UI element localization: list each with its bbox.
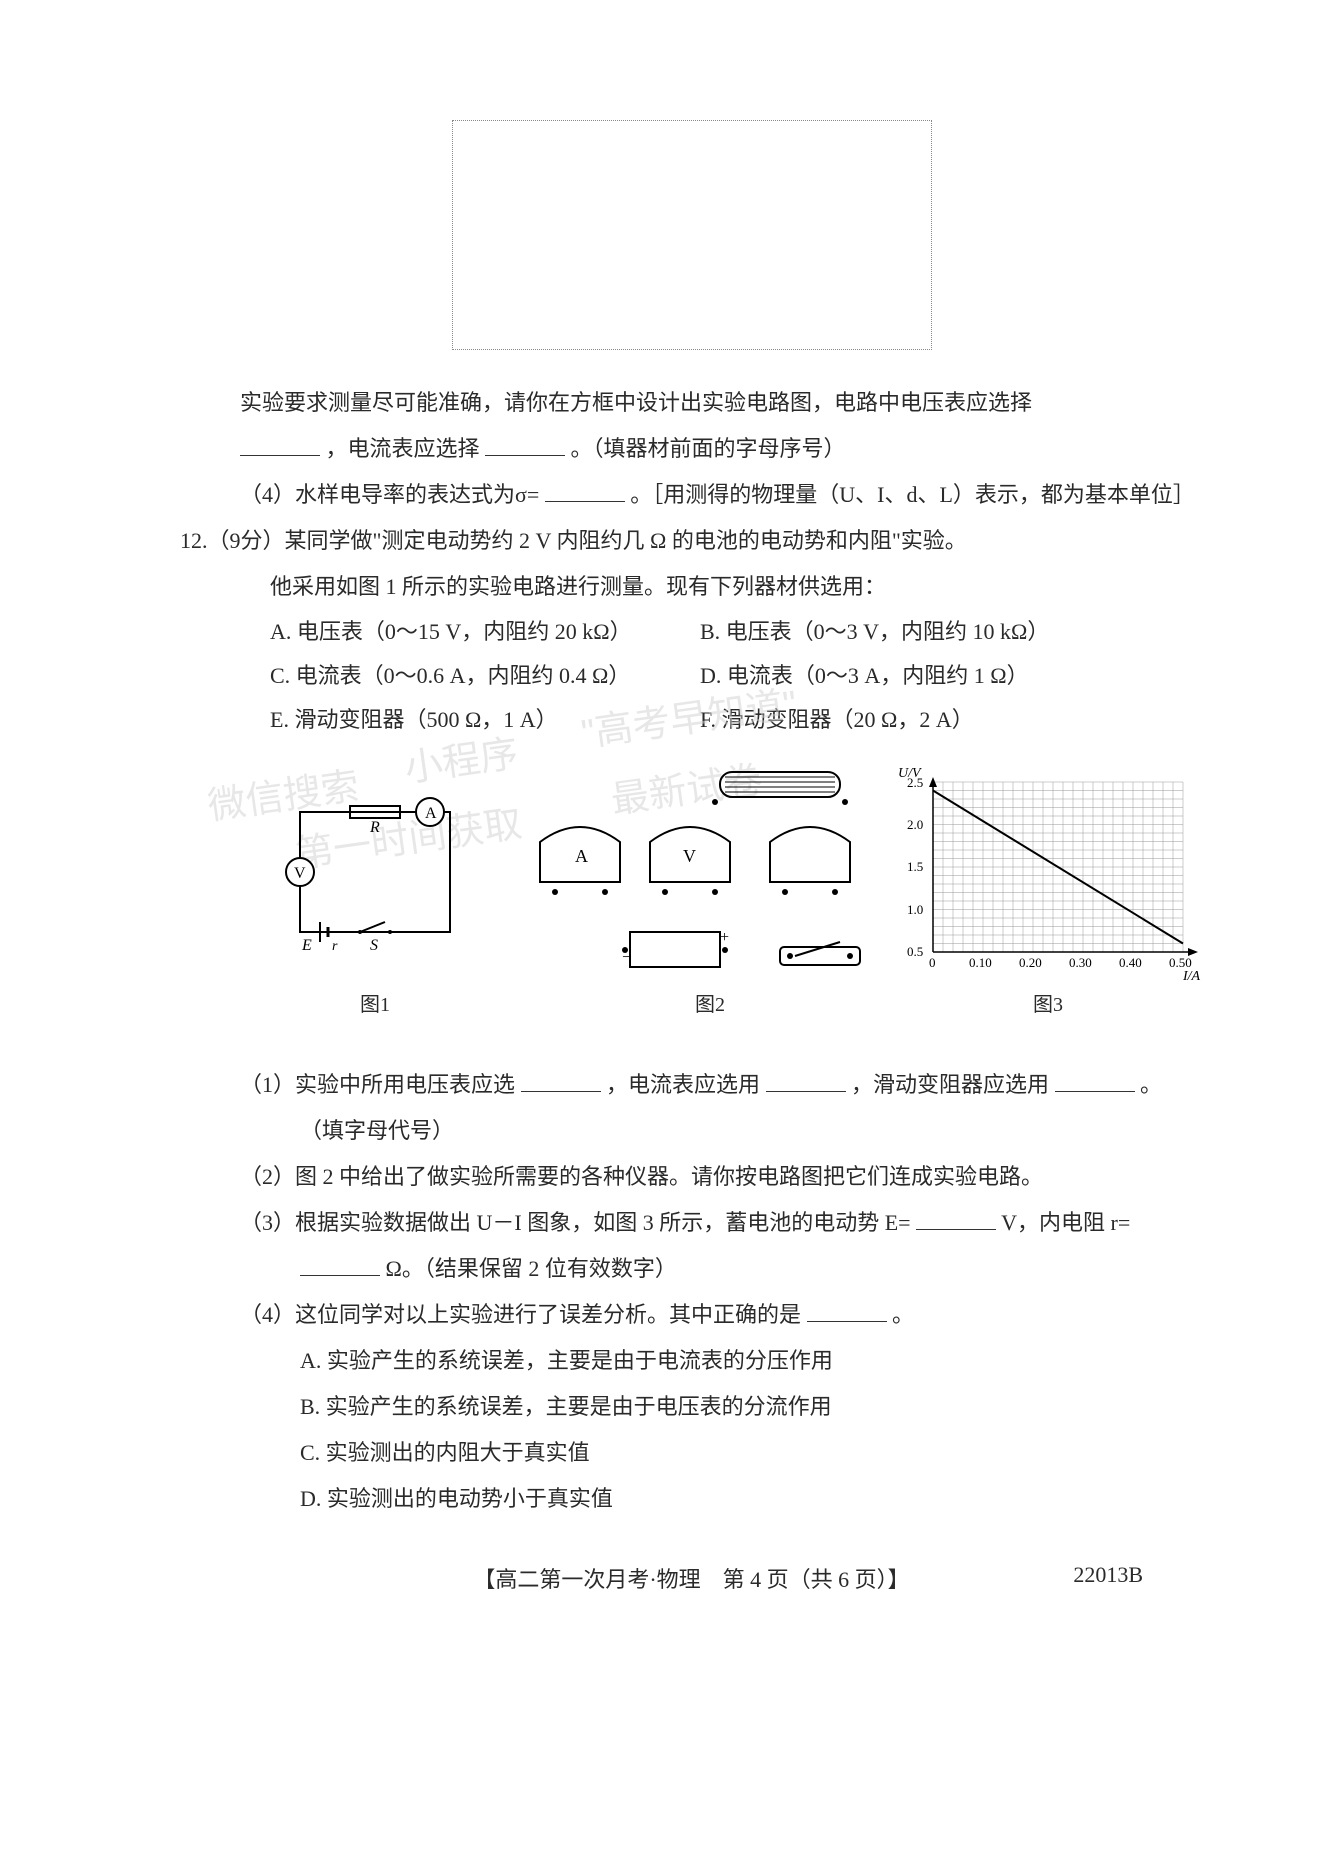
page-footer: 【高二第一次月考·物理 第 4 页（共 6 页）】 22013B bbox=[160, 1562, 1223, 1594]
option-b: B. 电压表（0～3 V，内阻约 10 kΩ） bbox=[700, 610, 1223, 654]
question-12-header: 12.（9分）某同学做"测定电动势约 2 V 内阻约几 Ω 的电池的电动势和内阻… bbox=[180, 518, 1223, 564]
sub-3: （3）根据实验数据做出 U－I 图象，如图 3 所示，蓄电池的电动势 E= V，… bbox=[240, 1200, 1223, 1246]
sub-4d: D. 实验测出的电动势小于真实值 bbox=[300, 1476, 1223, 1522]
sub-4a: A. 实验产生的系统误差，主要是由于电流表的分压作用 bbox=[300, 1338, 1223, 1384]
blank-analysis bbox=[807, 1321, 887, 1322]
svg-text:0.5: 0.5 bbox=[907, 944, 923, 959]
fig1-label: 图1 bbox=[270, 988, 480, 1017]
text: V，内电阻 r= bbox=[1001, 1210, 1130, 1235]
instruments-svg: A V + − bbox=[520, 762, 900, 982]
text: 实验要求测量尽可能准确，请你在方框中设计出实验电路图，电路中电压表应选择 bbox=[240, 390, 1032, 415]
blank-rheostat-select bbox=[1055, 1091, 1135, 1092]
question-12-line2: 他采用如图 1 所示的实验电路进行测量。现有下列器材供选用： bbox=[270, 564, 1223, 610]
text: （4）这位同学对以上实验进行了误差分析。其中正确的是 bbox=[240, 1302, 801, 1327]
svg-text:V: V bbox=[683, 846, 696, 866]
option-c: C. 电流表（0～0.6 A，内阻约 0.4 Ω） bbox=[270, 654, 700, 698]
text: Ω。（结果保留 2 位有效数字） bbox=[386, 1256, 677, 1281]
diagram-section: R A V E r S 图1 bbox=[270, 762, 1223, 1042]
svg-text:0.50: 0.50 bbox=[1169, 955, 1192, 970]
page-container: 实验要求测量尽可能准确，请你在方框中设计出实验电路图，电路中电压表应选择 ，电流… bbox=[0, 0, 1323, 1654]
text: （3）根据实验数据做出 U－I 图象，如图 3 所示，蓄电池的电动势 E= bbox=[240, 1210, 911, 1235]
text: 。（填器材前面的字母序号） bbox=[571, 436, 846, 461]
svg-text:r: r bbox=[332, 939, 338, 954]
sub-4b: B. 实验产生的系统误差，主要是由于电压表的分流作用 bbox=[300, 1384, 1223, 1430]
text: ，电流表应选择 bbox=[326, 436, 480, 461]
sub-4: （4）这位同学对以上实验进行了误差分析。其中正确的是 。 bbox=[240, 1292, 1223, 1338]
svg-text:1.5: 1.5 bbox=[907, 859, 923, 874]
fig3-label: 图3 bbox=[893, 988, 1203, 1017]
text: 。 bbox=[892, 1302, 914, 1327]
sub-1-note: （填字母代号） bbox=[300, 1108, 1223, 1154]
option-e: E. 滑动变阻器（500 Ω，1 A） bbox=[270, 698, 700, 742]
text: 他采用如图 1 所示的实验电路进行测量。现有下列器材供选用： bbox=[270, 574, 886, 599]
item-4: （4）水样电导率的表达式为σ= 。［用测得的物理量（U、I、d、L）表示，都为基… bbox=[240, 472, 1223, 518]
svg-text:0.10: 0.10 bbox=[969, 955, 992, 970]
svg-text:A: A bbox=[575, 846, 588, 866]
svg-text:2.5: 2.5 bbox=[907, 775, 923, 790]
text: 。［用测得的物理量（U、I、d、L）表示，都为基本单位］ bbox=[630, 482, 1195, 507]
option-d: D. 电流表（0～3 A，内阻约 1 Ω） bbox=[700, 654, 1223, 698]
options-row-ab: A. 电压表（0～15 V，内阻约 20 kΩ） B. 电压表（0～3 V，内阻… bbox=[270, 610, 1223, 654]
circuit-svg: R A V E r S bbox=[270, 782, 480, 982]
text: （2）图 2 中给出了做实验所需要的各种仪器。请你按电路图把它们连成实验电路。 bbox=[240, 1164, 1043, 1189]
paragraph-instruction-2: ，电流表应选择 。（填器材前面的字母序号） bbox=[240, 426, 1223, 472]
svg-text:I/A: I/A bbox=[1182, 969, 1201, 982]
sub-3-cont: Ω。（结果保留 2 位有效数字） bbox=[300, 1246, 1223, 1292]
footer-text: 【高二第一次月考·物理 第 4 页（共 6 页）】 bbox=[473, 1567, 909, 1592]
svg-text:E: E bbox=[301, 937, 312, 954]
text: （1）实验中所用电压表应选 bbox=[240, 1072, 515, 1097]
text: （填字母代号） bbox=[300, 1118, 454, 1143]
svg-text:R: R bbox=[369, 819, 380, 836]
text: 。 bbox=[1140, 1072, 1162, 1097]
svg-text:+: + bbox=[720, 929, 729, 946]
sub-2: （2）图 2 中给出了做实验所需要的各种仪器。请你按电路图把它们连成实验电路。 bbox=[240, 1154, 1223, 1200]
svg-text:S: S bbox=[370, 937, 378, 954]
blank-a-select bbox=[766, 1091, 846, 1092]
sub-4c: C. 实验测出的内阻大于真实值 bbox=[300, 1430, 1223, 1476]
blank-voltmeter bbox=[240, 455, 320, 456]
figure-2: A V + − bbox=[520, 762, 900, 1017]
svg-text:0.30: 0.30 bbox=[1069, 955, 1092, 970]
answer-box bbox=[452, 120, 932, 350]
figure-3: U/V bbox=[893, 762, 1203, 982]
figure-1: R A V E r S 图1 bbox=[270, 782, 480, 1017]
blank-sigma bbox=[545, 501, 625, 502]
svg-text:0.20: 0.20 bbox=[1019, 955, 1042, 970]
text: ，滑动变阻器应选用 bbox=[851, 1072, 1049, 1097]
sub-1: （1）实验中所用电压表应选 ，电流表应选用 ，滑动变阻器应选用 。 bbox=[240, 1062, 1223, 1108]
blank-r bbox=[300, 1275, 380, 1276]
svg-text:1.0: 1.0 bbox=[907, 902, 923, 917]
svg-text:0.40: 0.40 bbox=[1119, 955, 1142, 970]
svg-text:2.0: 2.0 bbox=[907, 817, 923, 832]
blank-emf bbox=[916, 1229, 996, 1230]
footer-code: 22013B bbox=[1073, 1562, 1143, 1588]
blank-v-select bbox=[521, 1091, 601, 1092]
text: （4）水样电导率的表达式为σ= bbox=[240, 482, 539, 507]
svg-text:V: V bbox=[294, 865, 306, 882]
text: 12.（9分）某同学做"测定电动势约 2 V 内阻约几 Ω 的电池的电动势和内阻… bbox=[180, 528, 967, 553]
options-row-ef: E. 滑动变阻器（500 Ω，1 A） F. 滑动变阻器（20 Ω，2 A） bbox=[270, 698, 1223, 742]
options-row-cd: C. 电流表（0～0.6 A，内阻约 0.4 Ω） D. 电流表（0～3 A，内… bbox=[270, 654, 1223, 698]
fig2-label: 图2 bbox=[520, 988, 900, 1017]
paragraph-instruction-1: 实验要求测量尽可能准确，请你在方框中设计出实验电路图，电路中电压表应选择 bbox=[240, 380, 1223, 426]
option-a: A. 电压表（0～15 V，内阻约 20 kΩ） bbox=[270, 610, 700, 654]
svg-text:A: A bbox=[425, 805, 437, 822]
option-f: F. 滑动变阻器（20 Ω，2 A） bbox=[700, 698, 1223, 742]
graph-svg: U/V bbox=[893, 762, 1203, 982]
svg-text:0: 0 bbox=[929, 955, 936, 970]
text: ，电流表应选用 bbox=[606, 1072, 760, 1097]
blank-ammeter bbox=[485, 455, 565, 456]
